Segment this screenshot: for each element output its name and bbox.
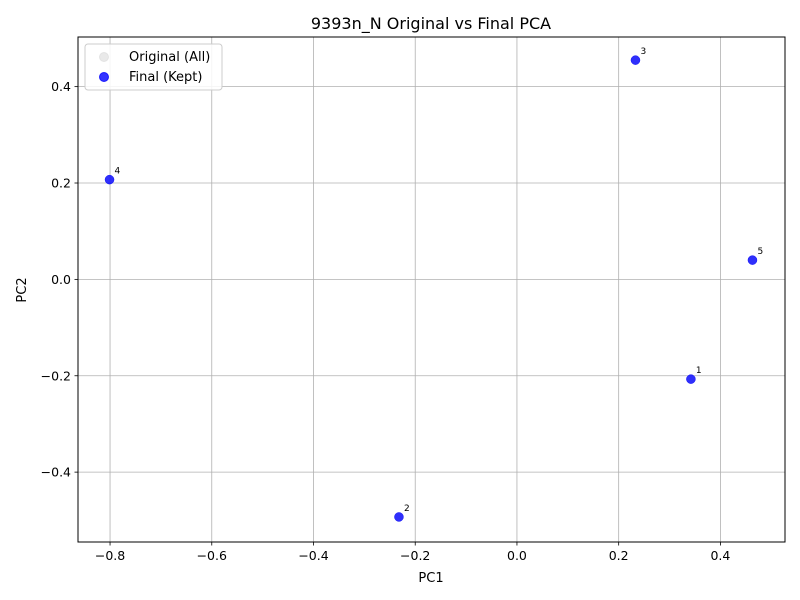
x-tick-label: −0.8	[95, 548, 125, 563]
point-label: 4	[115, 167, 121, 177]
data-point-final	[630, 55, 641, 65]
y-tick-label: 0.4	[51, 79, 71, 94]
y-tick-label: −0.4	[41, 465, 71, 480]
chart-title: 9393n_N Original vs Final PCA	[311, 14, 551, 34]
legend-label-original: Original (All)	[129, 50, 210, 65]
x-tick-label: 0.2	[609, 548, 629, 563]
x-tick-label: −0.4	[298, 548, 328, 563]
legend-marker-original	[99, 52, 109, 62]
data-points: 1 2 3 4 5	[104, 47, 763, 522]
grid-lines	[78, 37, 785, 542]
data-point-final	[394, 512, 404, 522]
x-tick-label: −0.6	[197, 548, 227, 563]
data-point-final	[104, 174, 115, 185]
point-label: 1	[696, 366, 702, 376]
axis-ticks: −0.8 −0.6 −0.4 −0.2 0.0 0.2 0.4 −0.4 −0.2 0.0 0.2 0…	[41, 79, 731, 563]
x-tick-label: 0.4	[710, 548, 730, 563]
legend-box	[84, 43, 223, 91]
legend: Original (All) Final (Kept)	[84, 43, 223, 91]
point-label: 2	[404, 504, 410, 514]
data-point-final	[747, 255, 758, 265]
legend-label-final: Final (Kept)	[129, 70, 202, 85]
x-axis-label: PC1	[418, 571, 443, 586]
point-label: 3	[640, 47, 646, 57]
plot-area-frame	[77, 36, 786, 543]
data-point-final	[686, 374, 696, 384]
x-tick-label: −0.2	[400, 548, 430, 563]
x-tick-label: 0.0	[507, 548, 527, 563]
legend-marker-final	[99, 72, 109, 82]
y-tick-label: −0.2	[41, 368, 71, 383]
point-label: 5	[757, 247, 763, 257]
y-axis-label: PC2	[15, 277, 30, 302]
y-tick-label: 0.0	[51, 272, 71, 287]
y-tick-label: 0.2	[51, 176, 71, 191]
